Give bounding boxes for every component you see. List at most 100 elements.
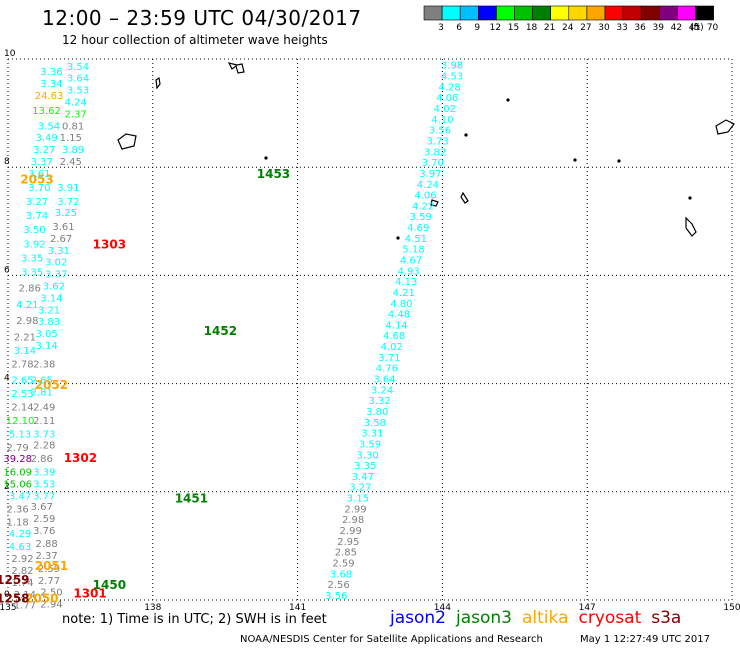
wave-height-label: 4.53 [441,72,463,83]
wave-height-label: 3.73 [426,136,448,147]
wave-height-label: 1.74 [11,578,33,589]
wave-height-label: 2.59 [332,558,354,569]
wave-height-label: 12.10 [6,416,35,427]
wave-height-label: 3.70 [422,158,444,169]
wave-height-label: 4.24 [417,180,439,191]
wave-height-label: 2.78 [11,359,33,370]
wave-height-label: 3.30 [356,450,378,461]
wave-height-label: 3.67 [31,502,53,513]
wave-height-label: 3.76 [33,526,55,537]
colorbar-label: 33 [616,23,627,31]
map-plot: 135 138 141 144 147 15002468103.984.534.284.0… [0,49,740,610]
wave-height-label: 4.93 [397,266,419,277]
wave-height-label: 2.86 [19,284,41,295]
wave-height-label: 2.38 [33,359,55,370]
wave-height-label: 3.50 [23,225,45,236]
colorbar-label: 12 [490,23,501,31]
credit-text: NOAA/NESDIS Center for Satellite Applica… [240,634,543,645]
wave-height-label: 3.59 [410,212,432,223]
pass-time-label: 2050 [25,592,58,606]
wave-height-label: 3.21 [38,305,60,316]
wave-height-label: 2.98 [16,316,38,327]
colorbar-label: 45 [689,23,700,31]
wave-height-label: 3.72 [57,197,79,208]
wave-height-label: 3.64 [373,375,395,386]
wave-height-label: 3.53 [67,86,89,97]
wave-height-label: 3.37 [45,270,67,281]
pass-time-label: 1301 [73,586,106,600]
wave-height-label: 4.06 [436,93,458,104]
wave-height-label: 39.28 [3,454,32,465]
island-outline [715,119,735,135]
x-tick-label: 141 [289,603,306,610]
wave-height-label: 2.37 [35,551,57,562]
pass-time-label: 2053 [20,172,53,186]
wave-height-label: 2.98 [342,515,364,526]
wave-height-label: 4.51 [405,234,427,245]
pass-time-label: 1302 [64,451,97,465]
y-tick-label: 2 [4,482,10,492]
x-tick-label: 135 [0,603,17,610]
wave-height-label: 3.02 [45,258,67,269]
pass-time-label: 1451 [175,492,208,506]
wave-height-label: 3.71 [378,353,400,364]
y-tick-label: 10 [4,49,16,59]
wave-height-label: 3.32 [369,396,391,407]
wave-height-label: 3.35 [21,253,43,264]
wave-height-label: 2.53 [11,389,33,400]
colorbar-label: 42 [671,23,682,31]
wave-height-label: 2.81 [31,388,53,399]
wave-height-label: 4.10 [431,115,453,126]
colorbar-label: 24 [562,23,574,31]
satellite-legend-item: altika [522,608,569,628]
colorbar-swatch [695,5,714,21]
wave-height-label: 2.28 [33,441,55,452]
wave-height-label: 3.35 [354,461,376,472]
colorbar-unit: (ft) [690,23,704,31]
wave-height-label: 3.61 [28,169,50,180]
pass-time-label: 1450 [93,578,126,592]
wave-height-label: 2.14 [11,403,33,414]
wave-height-label: 3.27 [26,197,48,208]
wave-height-label: 3.49 [35,133,57,144]
wave-height-label: 2.37 [64,109,86,120]
y-tick-label: 0 [4,590,10,600]
wave-height-label: 2.88 [35,539,57,550]
wave-height-label: 3.61 [52,222,74,233]
wave-height-label: 24.63 [35,91,64,102]
colorbar-label: 18 [526,23,538,31]
wave-height-label: 4.21 [393,288,415,299]
wave-height-label: 3.54 [38,121,60,132]
wave-height-label: 2.82 [11,566,33,577]
wave-height-label: 2.77 [38,576,60,587]
wave-height-label: 3.14 [35,341,57,352]
colorbar-label: 9 [474,23,480,31]
islet-marker [264,156,268,160]
wave-height-label: 4.02 [381,342,403,353]
pass-time-label: 1303 [93,237,126,251]
wave-height-label: 2.21 [14,332,36,343]
wave-height-label: 3.56 [325,591,347,602]
wave-height-label: 4.76 [376,364,398,375]
wave-height-label: 3.39 [33,468,55,479]
islet-marker [688,196,692,200]
chart-title: 12:00 – 23:59 UTC 04/30/2017 [42,6,362,30]
wave-height-label: 2.65 [11,376,33,387]
wave-height-label: 3.83 [38,317,60,328]
islet-marker [464,133,468,137]
wave-height-label: 2.79 [7,443,29,454]
pass-time-label: 2052 [35,378,68,392]
wave-height-label: 2.49 [33,403,55,414]
island-outline [227,62,245,74]
colorbar-label: 70 [707,23,719,31]
wave-height-label: 4.68 [383,331,405,342]
wave-height-label: 15.06 [3,479,32,490]
wave-height-label: 3.15 [347,494,369,505]
wave-height-label: 3.05 [35,329,57,340]
colorbar-label: 21 [544,23,555,31]
x-tick-label: 144 [434,603,451,610]
island-outline [117,133,137,150]
wave-height-label: 1.15 [60,133,82,144]
satellite-legend: jason2 jason3 altika cryosat s3a [390,608,691,628]
wave-height-label: 3.37 [31,157,53,168]
